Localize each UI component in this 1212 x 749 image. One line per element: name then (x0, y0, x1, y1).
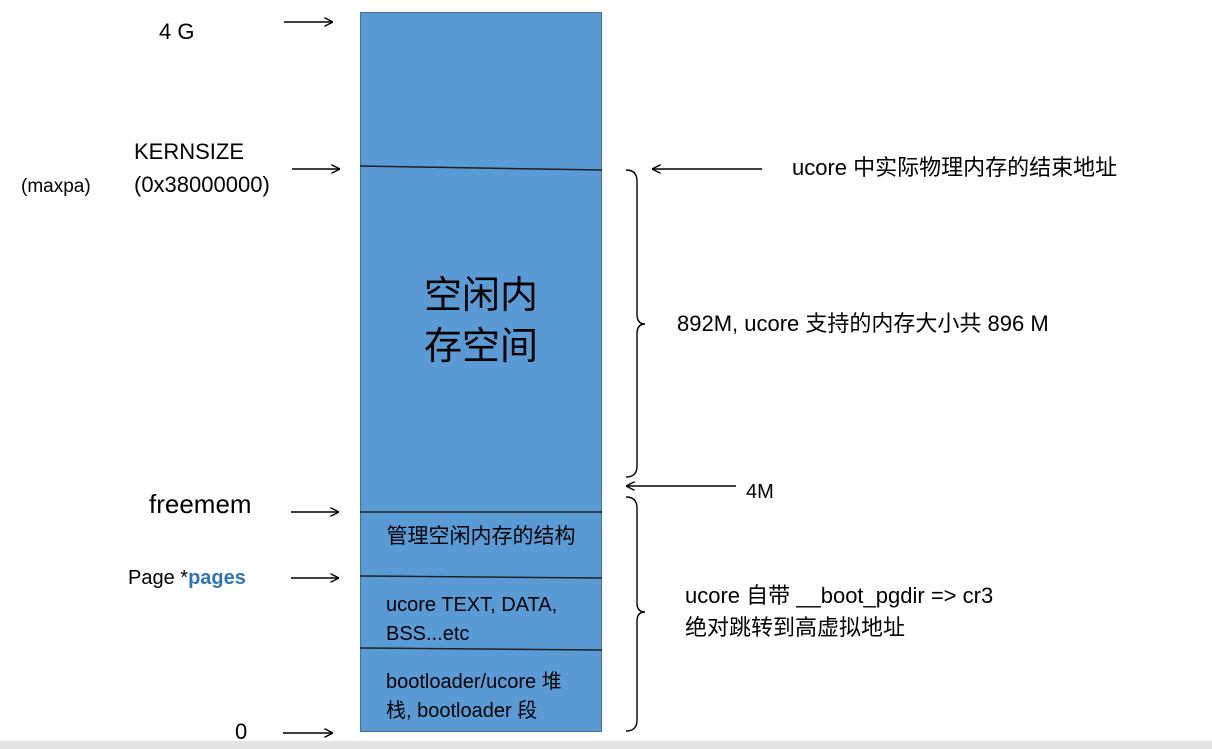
label-maxpa: (maxpa) (21, 176, 91, 197)
memory-block (360, 12, 602, 732)
label-pages-bold: pages (188, 567, 246, 589)
label-pages-prefix: Page * (128, 567, 189, 589)
text-region-label: ucore TEXT, DATA, BSS...etc (386, 594, 558, 645)
stack-region-label: bootloader/ucore 堆 栈, bootloader 段 (386, 671, 562, 722)
brace-free-space (625, 169, 646, 478)
label-pages: Page *pages (128, 566, 246, 590)
label-4m: 4M (746, 481, 774, 503)
label-boot-pgdir: ucore 自带 __boot_pgdir => cr3 绝对跳转到高虚拟地址 (685, 583, 994, 640)
label-end-address: ucore 中实际物理内存的结束地址 (792, 155, 1118, 180)
bottom-edge-strip (0, 741, 1212, 749)
label-kernsize-value: (0x38000000) (134, 172, 270, 197)
divider-pages (359, 575, 603, 579)
label-kernsize: KERNSIZE (134, 139, 245, 164)
label-size: 892M, ucore 支持的内存大小共 896 M (677, 311, 1049, 336)
label-4g: 4 G (159, 19, 195, 44)
divider-kernsize (359, 165, 603, 171)
label-zero: 0 (235, 719, 248, 744)
manage-region-label: 管理空闲内存的结构 (386, 524, 576, 548)
divider-text (359, 647, 603, 651)
brace-kernel-space (625, 496, 646, 732)
label-freemem: freemem (149, 489, 252, 519)
free-region-label: 空闲内 存空间 (423, 273, 538, 369)
